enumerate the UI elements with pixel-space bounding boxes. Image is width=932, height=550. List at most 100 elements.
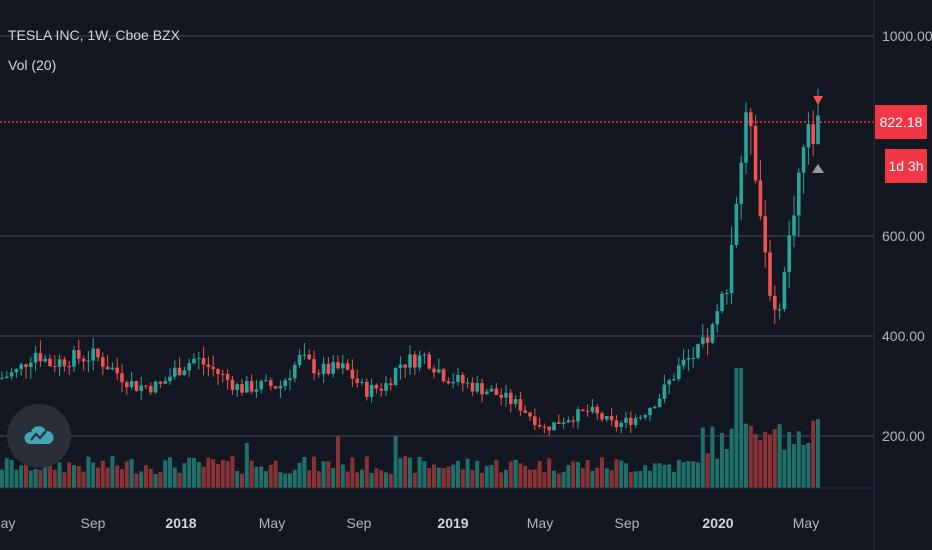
last-price-tag: 822.18 [875, 105, 927, 139]
candle-body [715, 311, 719, 325]
volume-bar [177, 472, 182, 488]
candle-body [523, 410, 527, 413]
candle-body [29, 362, 33, 368]
candle-body [533, 416, 537, 425]
candle-body [509, 392, 513, 405]
volume-bar [240, 473, 244, 488]
volume-bar [427, 468, 432, 488]
candle-body [369, 384, 374, 397]
volume-bar [489, 465, 494, 488]
candle-body [163, 381, 167, 384]
candle-body [360, 381, 364, 383]
time-axis-label: 2018 [165, 515, 196, 531]
volume-bar [705, 453, 710, 488]
volume-bar [158, 472, 163, 488]
candle-body [408, 354, 412, 368]
candle-body [725, 293, 729, 295]
volume-bar [388, 473, 393, 488]
volume-bar [43, 460, 48, 488]
candle-body [197, 358, 201, 360]
volume-bar [86, 456, 91, 488]
time-axis-label: May [527, 515, 553, 531]
candle-body [773, 295, 777, 310]
candle-body [806, 124, 811, 148]
cloud-chart-icon [24, 426, 54, 444]
volume-bar [571, 461, 576, 488]
candle-body [182, 370, 187, 376]
volume-bar [624, 463, 628, 488]
candle-body [211, 366, 215, 370]
volume-bar [120, 469, 124, 488]
candle-body [398, 364, 403, 369]
candle-body [14, 369, 19, 373]
candle-body [710, 324, 715, 343]
volume-bar [628, 471, 633, 488]
volume-bar [206, 457, 211, 488]
candle-body [465, 382, 470, 384]
volume-bar [744, 423, 748, 488]
candle-body [585, 410, 590, 412]
candle-body [753, 126, 758, 181]
candle-body [513, 399, 518, 405]
candle-body [192, 358, 196, 364]
candle-body [259, 381, 263, 390]
volume-bar [244, 443, 249, 488]
volume-bar [254, 466, 259, 488]
volume-bar [595, 467, 600, 488]
candle-body [312, 359, 316, 374]
candle-body [5, 376, 9, 378]
volume-bar [681, 462, 686, 488]
symbol-title[interactable]: TESLA INC, 1W, Cboe BZX [8, 27, 180, 43]
volume-bar [456, 460, 460, 488]
candle-body [168, 376, 172, 382]
volume-bar [792, 444, 796, 488]
volume-bar [528, 469, 532, 488]
volume-bar [729, 428, 734, 488]
candle-body [432, 368, 436, 373]
price-axis-label: 600.00 [882, 228, 925, 244]
volume-bar [24, 456, 28, 488]
volume-bar [451, 464, 456, 488]
volume-bar [288, 473, 292, 488]
price-axis-label: 400.00 [882, 328, 925, 344]
volume-bar [38, 469, 43, 488]
candle-body [77, 350, 81, 359]
candle-body [115, 367, 119, 374]
volume-bar [211, 459, 216, 488]
volume-bar [691, 461, 696, 488]
time-axis-label: 2019 [437, 515, 468, 531]
candle-body [681, 359, 686, 366]
volume-bar [393, 436, 398, 488]
volume-indicator-label[interactable]: Vol (20) [8, 57, 57, 73]
candle-body [437, 369, 441, 373]
volume-bar [278, 472, 283, 488]
tradingview-logo-button[interactable] [7, 404, 71, 468]
volume-bar [432, 464, 436, 488]
volume-bar [379, 470, 384, 488]
candle-body [264, 380, 268, 382]
volume-bar [144, 465, 148, 488]
volume-bar [14, 469, 19, 488]
candle-body [605, 416, 609, 420]
candle-body [110, 367, 115, 370]
candle-body [422, 354, 427, 356]
candle-body [24, 364, 28, 368]
candle-body [667, 380, 671, 385]
volume-bar [249, 460, 254, 488]
volume-bar [436, 467, 441, 488]
candle-body [489, 388, 494, 392]
volume-bar [532, 469, 537, 488]
volume-bar [585, 460, 590, 488]
candle-body [67, 366, 71, 368]
volume-bar [403, 456, 408, 488]
bar-countdown-tag: 1d 3h [885, 149, 927, 183]
volume-bar [201, 466, 206, 488]
candle-body [672, 378, 676, 381]
candle-body [413, 354, 417, 368]
candle-body [787, 235, 791, 273]
volume-bar [350, 457, 355, 488]
candle-body [461, 374, 465, 384]
volume-bar [600, 457, 604, 488]
volume-bar [643, 465, 648, 488]
